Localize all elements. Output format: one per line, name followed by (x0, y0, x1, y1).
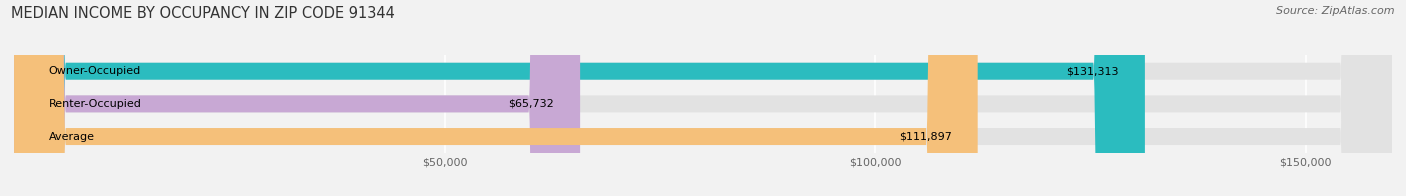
FancyBboxPatch shape (14, 0, 977, 196)
Text: Source: ZipAtlas.com: Source: ZipAtlas.com (1277, 6, 1395, 16)
Text: $131,313: $131,313 (1067, 66, 1119, 76)
FancyBboxPatch shape (14, 0, 1144, 196)
Text: Owner-Occupied: Owner-Occupied (48, 66, 141, 76)
Text: Renter-Occupied: Renter-Occupied (48, 99, 142, 109)
FancyBboxPatch shape (14, 0, 1392, 196)
Text: Average: Average (48, 132, 94, 142)
Text: MEDIAN INCOME BY OCCUPANCY IN ZIP CODE 91344: MEDIAN INCOME BY OCCUPANCY IN ZIP CODE 9… (11, 6, 395, 21)
Text: $111,897: $111,897 (898, 132, 952, 142)
FancyBboxPatch shape (14, 0, 1392, 196)
Text: $65,732: $65,732 (509, 99, 554, 109)
FancyBboxPatch shape (14, 0, 581, 196)
FancyBboxPatch shape (14, 0, 1392, 196)
